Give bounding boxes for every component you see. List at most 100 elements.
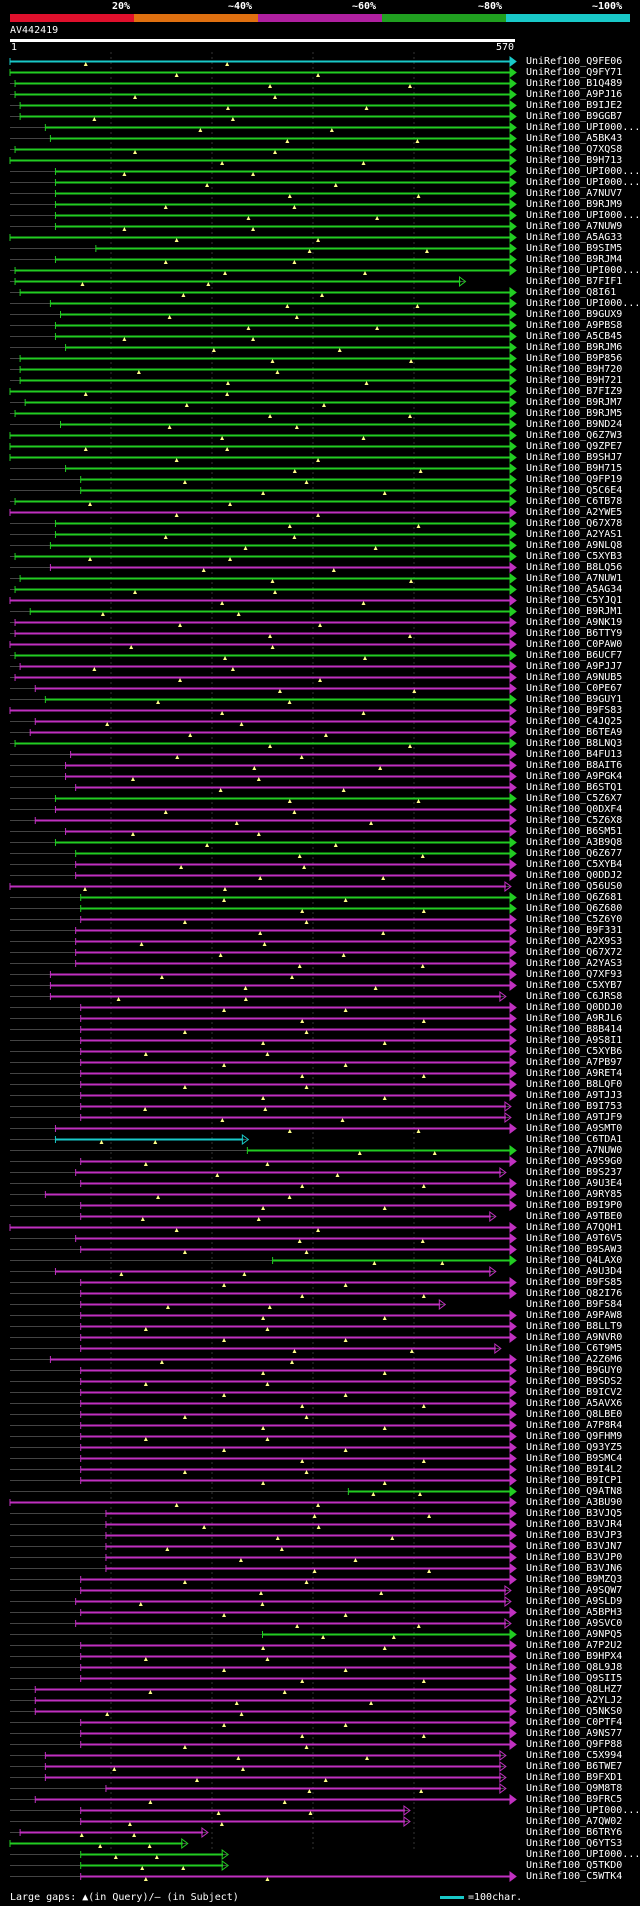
hit-row[interactable]: UniRef100_A7NUW0 [0,1145,640,1156]
hit-row[interactable]: UniRef100_A9TJJ3 [0,1090,640,1101]
hit-row[interactable]: UniRef100_B9GGB7 [0,111,640,122]
hit-row[interactable]: UniRef100_B9SHJ7 [0,452,640,463]
hit-row[interactable]: UniRef100_B6UCF7 [0,650,640,661]
hit-row[interactable]: UniRef100_A5AVX6 [0,1398,640,1409]
hit-name-link[interactable]: UniRef100_C5YJQ1 [526,595,623,606]
hit-name-link[interactable]: UniRef100_B9I753 [526,1101,623,1112]
hit-name-link[interactable]: UniRef100_Q7XQS8 [526,144,623,155]
hit-row[interactable]: UniRef100_B8B414 [0,1024,640,1035]
hit-name-link[interactable]: UniRef100_B3VJQ5 [526,1508,623,1519]
hit-row[interactable]: UniRef100_B9ICP1 [0,1475,640,1486]
hit-name-link[interactable]: UniRef100_A9NVR0 [526,1332,623,1343]
hit-row[interactable]: UniRef100_A9U3D4 [0,1266,640,1277]
hit-name-link[interactable]: UniRef100_Q0DDJ0 [526,1002,623,1013]
hit-name-link[interactable]: UniRef100_C0PTF4 [526,1717,623,1728]
hit-row[interactable]: UniRef100_UPI000... [0,1849,640,1860]
hit-name-link[interactable]: UniRef100_B1Q489 [526,78,623,89]
hit-name-link[interactable]: UniRef100_B8LLT9 [526,1321,623,1332]
hit-name-link[interactable]: UniRef100_A9NPQ5 [526,1629,623,1640]
hit-name-link[interactable]: UniRef100_B8LNQ3 [526,738,623,749]
hit-row[interactable]: UniRef100_A9SMT0 [0,1123,640,1134]
hit-row[interactable]: UniRef100_Q6Z677 [0,848,640,859]
hit-name-link[interactable]: UniRef100_Q9M8T8 [526,1783,623,1794]
hit-name-link[interactable]: UniRef100_B9RJM5 [526,408,623,419]
hit-row[interactable]: UniRef100_A5AG34 [0,584,640,595]
hit-row[interactable]: UniRef100_A9RY85 [0,1189,640,1200]
hit-row[interactable]: UniRef100_UPI000... [0,210,640,221]
hit-row[interactable]: UniRef100_A7QW02 [0,1816,640,1827]
hit-row[interactable]: UniRef100_C5Z6Y0 [0,914,640,925]
hit-name-link[interactable]: UniRef100_A2YLJ2 [526,1695,623,1706]
hit-row[interactable]: UniRef100_A3B9Q8 [0,837,640,848]
hit-name-link[interactable]: UniRef100_C4JQ25 [526,716,623,727]
hit-row[interactable]: UniRef100_C5Z6X8 [0,815,640,826]
hit-name-link[interactable]: UniRef100_B9H715 [526,463,623,474]
hit-row[interactable]: UniRef100_Q9FP88 [0,1739,640,1750]
hit-name-link[interactable]: UniRef100_B9ND24 [526,419,623,430]
hit-name-link[interactable]: UniRef100_A2X9S3 [526,936,623,947]
hit-row[interactable]: UniRef100_A7P2U2 [0,1640,640,1651]
hit-row[interactable]: UniRef100_B9HPX4 [0,1651,640,1662]
hit-row[interactable]: UniRef100_Q0DDJ2 [0,870,640,881]
hit-name-link[interactable]: UniRef100_Q9FP19 [526,474,623,485]
hit-name-link[interactable]: UniRef100_A9NLQ8 [526,540,623,551]
hit-name-link[interactable]: UniRef100_B9RJM4 [526,254,623,265]
hit-row[interactable]: UniRef100_Q8L9J8 [0,1662,640,1673]
hit-name-link[interactable]: UniRef100_B9F331 [526,925,623,936]
hit-row[interactable]: UniRef100_B9S237 [0,1167,640,1178]
hit-name-link[interactable]: UniRef100_B3VJR4 [526,1519,623,1530]
hit-name-link[interactable]: UniRef100_B9FS84 [526,1299,623,1310]
hit-row[interactable]: UniRef100_Q9FE06 [0,56,640,67]
hit-name-link[interactable]: UniRef100_B3VJP3 [526,1530,623,1541]
hit-row[interactable]: UniRef100_B9SDS2 [0,1376,640,1387]
hit-row[interactable]: UniRef100_Q9ATN8 [0,1486,640,1497]
hit-row[interactable]: UniRef100_A2Z6M6 [0,1354,640,1365]
hit-row[interactable]: UniRef100_C4JQ25 [0,716,640,727]
hit-row[interactable]: UniRef100_C0PTF4 [0,1717,640,1728]
hit-row[interactable]: UniRef100_Q7XQS8 [0,144,640,155]
hit-row[interactable]: UniRef100_B6TWE7 [0,1761,640,1772]
hit-row[interactable]: UniRef100_B9H720 [0,364,640,375]
hit-name-link[interactable]: UniRef100_B9HPX4 [526,1651,623,1662]
hit-name-link[interactable]: UniRef100_A7PB97 [526,1057,623,1068]
hit-row[interactable]: UniRef100_A9PJJ7 [0,661,640,672]
hit-name-link[interactable]: UniRef100_UPI000... [526,298,640,309]
hit-name-link[interactable]: UniRef100_UPI000... [526,210,640,221]
hit-name-link[interactable]: UniRef100_A9TJJ3 [526,1090,623,1101]
hit-name-link[interactable]: UniRef100_Q67X72 [526,947,623,958]
hit-name-link[interactable]: UniRef100_Q7XF93 [526,969,623,980]
hit-name-link[interactable]: UniRef100_A5AVX6 [526,1398,623,1409]
hit-name-link[interactable]: UniRef100_Q6YTS3 [526,1838,623,1849]
hit-row[interactable]: UniRef100_A7NUW9 [0,221,640,232]
hit-row[interactable]: UniRef100_B9ICV2 [0,1387,640,1398]
hit-row[interactable]: UniRef100_B9FS84 [0,1299,640,1310]
hit-row[interactable]: UniRef100_C5WTK4 [0,1871,640,1882]
hit-name-link[interactable]: UniRef100_Q56US0 [526,881,623,892]
hit-name-link[interactable]: UniRef100_A9TJF9 [526,1112,623,1123]
hit-row[interactable]: UniRef100_A9NK19 [0,617,640,628]
hit-row[interactable]: UniRef100_A7QQH1 [0,1222,640,1233]
hit-name-link[interactable]: UniRef100_A7NUV7 [526,188,623,199]
hit-row[interactable]: UniRef100_B9FS83 [0,705,640,716]
hit-row[interactable]: UniRef100_Q8I61 [0,287,640,298]
hit-name-link[interactable]: UniRef100_A9NK19 [526,617,623,628]
hit-row[interactable]: UniRef100_B9H713 [0,155,640,166]
hit-name-link[interactable]: UniRef100_Q4LAX0 [526,1255,623,1266]
hit-name-link[interactable]: UniRef100_UPI000... [526,1805,640,1816]
hit-row[interactable]: UniRef100_C5YJQ1 [0,595,640,606]
hit-row[interactable]: UniRef100_B3VJP0 [0,1552,640,1563]
hit-name-link[interactable]: UniRef100_A9RJL6 [526,1013,623,1024]
hit-row[interactable]: UniRef100_B6TRY6 [0,1827,640,1838]
hit-row[interactable]: UniRef100_Q6YTS3 [0,1838,640,1849]
hit-row[interactable]: UniRef100_Q7XF93 [0,969,640,980]
hit-name-link[interactable]: UniRef100_A9SVC0 [526,1618,623,1629]
hit-name-link[interactable]: UniRef100_C5XYB3 [526,551,623,562]
hit-name-link[interactable]: UniRef100_C5XYB7 [526,980,623,991]
hit-name-link[interactable]: UniRef100_Q6Z680 [526,903,623,914]
hit-row[interactable]: UniRef100_UPI000... [0,1805,640,1816]
hit-row[interactable]: UniRef100_C5XYB6 [0,1046,640,1057]
hit-name-link[interactable]: UniRef100_B9RJM1 [526,606,623,617]
hit-row[interactable]: UniRef100_B9SAW3 [0,1244,640,1255]
hit-row[interactable]: UniRef100_Q67X72 [0,947,640,958]
hit-row[interactable]: UniRef100_UPI000... [0,177,640,188]
